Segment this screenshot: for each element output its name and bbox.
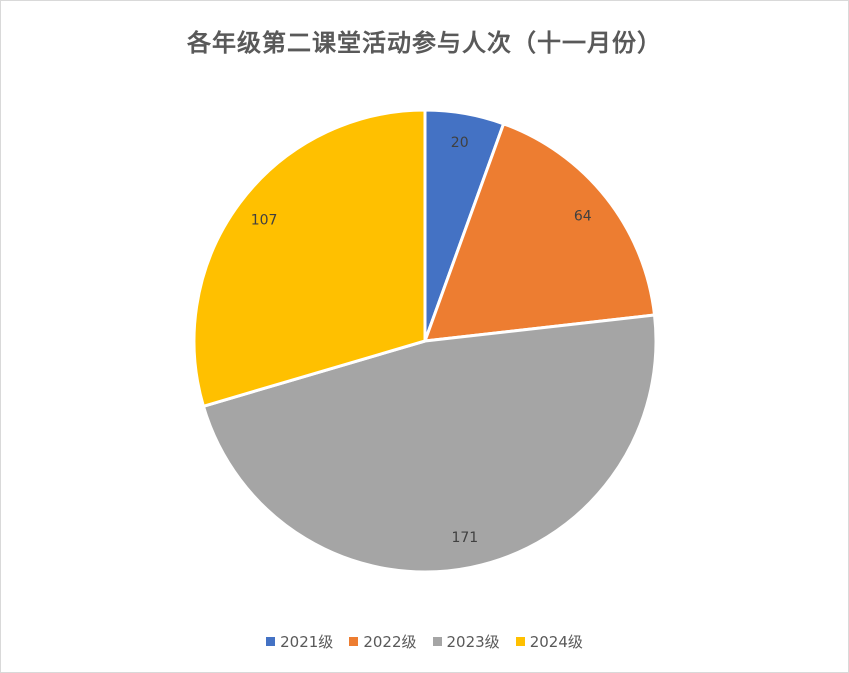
legend-item-2023: 2023级 (432, 631, 500, 652)
legend-label-2023: 2023级 (446, 633, 500, 651)
data-label-2022: 64 (574, 208, 592, 224)
legend-swatch-2024 (515, 637, 525, 646)
data-label-2021: 20 (451, 135, 469, 151)
legend-swatch-2022 (349, 637, 359, 646)
legend-label-2024: 2024级 (529, 633, 583, 651)
legend-swatch-2023 (432, 637, 442, 646)
legend-swatch-2021 (266, 637, 276, 646)
legend: 2021级 2022级 2023级 2024级 (1, 631, 848, 652)
data-label-2023: 171 (451, 530, 478, 546)
legend-item-2021: 2021级 (266, 631, 333, 652)
legend-label-2021: 2021级 (280, 633, 334, 651)
legend-item-2022: 2022级 (349, 631, 417, 652)
legend-item-2024: 2024级 (515, 631, 583, 652)
chart-title: 各年级第二课堂活动参与人次（十一月份） (187, 29, 662, 57)
pie-slice-2022 (423, 122, 657, 343)
legend-label-2022: 2022级 (363, 633, 417, 651)
pie-slice-2024 (192, 108, 427, 408)
pie-slice-2023 (201, 313, 658, 574)
data-label-2024: 107 (251, 213, 278, 229)
